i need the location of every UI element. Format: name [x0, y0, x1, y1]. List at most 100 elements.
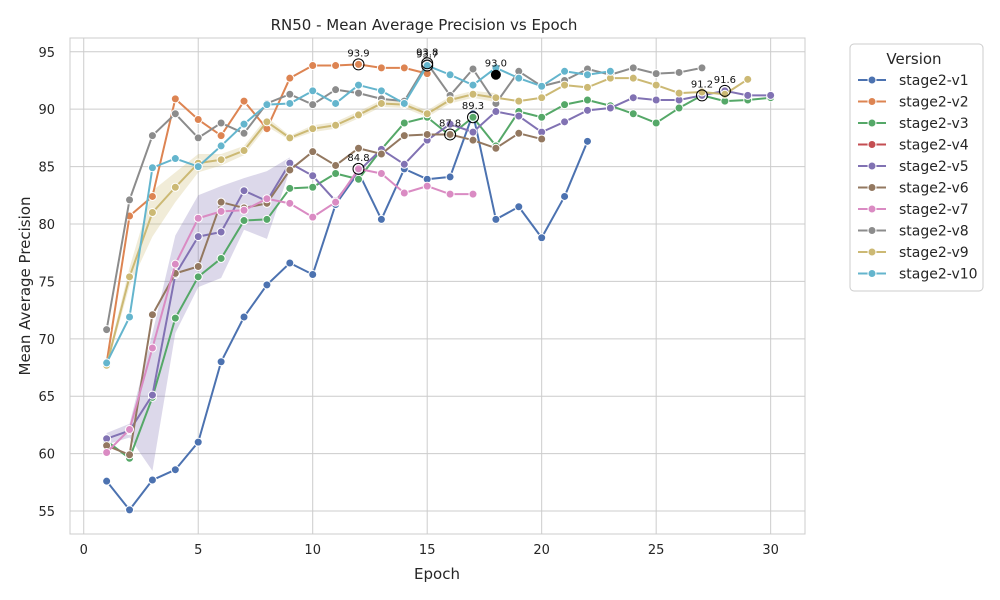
data-point [239, 205, 249, 215]
data-point [193, 162, 203, 172]
legend-box [849, 43, 984, 292]
y-tick-label: 90 [38, 103, 55, 118]
data-point [468, 64, 478, 74]
legend-items: stage2-v1 stage2-v2 stage2-v3 stage2-v4 stag… [858, 73, 978, 283]
data-point [239, 146, 249, 156]
data-point [537, 81, 547, 91]
data-point [560, 80, 570, 90]
x-axis-label: Epoch [414, 565, 460, 583]
best-point-marker [421, 59, 434, 72]
best-point-label: 93.7 [416, 50, 438, 61]
data-point [170, 313, 180, 323]
data-point [331, 61, 341, 71]
data-point [308, 171, 318, 181]
legend-entry-stage2-v8: stage2-v8 [858, 224, 969, 240]
y-tick-label: 85 [38, 161, 55, 176]
series-lines [102, 58, 776, 515]
data-point [239, 186, 249, 196]
x-tick-label: 15 [419, 543, 436, 558]
data-point [102, 325, 112, 335]
x-tick-label: 30 [762, 543, 779, 558]
legend-entry-stage2-v10: stage2-v10 [858, 267, 978, 283]
data-point [399, 98, 409, 108]
data-point [354, 164, 364, 174]
data-point [125, 450, 135, 460]
data-point [331, 168, 341, 178]
data-point [628, 109, 638, 119]
data-point [537, 134, 547, 144]
x-tick-label: 20 [533, 543, 550, 558]
best-point-label: 91.2 [691, 79, 713, 90]
legend-label: stage2-v6 [899, 181, 969, 197]
series-stage2-v1 [102, 109, 592, 515]
y-tick-label: 75 [38, 275, 55, 290]
data-point [239, 96, 249, 106]
legend-entry-stage2-v2: stage2-v2 [858, 95, 969, 111]
data-point [216, 141, 226, 151]
data-point [560, 117, 570, 127]
x-tick-label: 10 [304, 543, 321, 558]
data-point [308, 270, 318, 280]
data-point [285, 133, 295, 143]
data-point [102, 476, 112, 486]
legend-swatch-marker [867, 269, 877, 278]
data-point [743, 90, 753, 100]
tick-labels: 0 5 10 15 20 25 30 55 60 65 70 75 80 85 90 95 [38, 46, 778, 558]
data-point [193, 232, 203, 242]
data-point [399, 131, 409, 141]
y-tick-label: 80 [38, 218, 55, 233]
data-point [399, 63, 409, 73]
data-point [331, 85, 341, 95]
legend-label: stage2-v5 [899, 159, 969, 175]
data-point [308, 86, 318, 96]
data-point [285, 183, 295, 193]
legend-entry-stage2-v4: stage2-v4 [858, 138, 969, 154]
data-point [193, 261, 203, 271]
data-point [628, 93, 638, 103]
data-point [354, 110, 364, 120]
data-point [376, 168, 386, 178]
data-point [170, 154, 180, 164]
data-point [285, 89, 295, 99]
best-point-marker [490, 69, 501, 80]
data-point [170, 94, 180, 104]
data-point [147, 390, 157, 400]
best-point-marker [695, 89, 708, 102]
data-point [399, 159, 409, 169]
data-point [285, 165, 295, 175]
data-point [376, 98, 386, 108]
legend-label: stage2-v9 [899, 245, 969, 261]
legend-title: Version [886, 50, 941, 68]
data-point [262, 214, 272, 224]
data-point [651, 80, 661, 90]
legend-swatch-marker [867, 75, 877, 85]
data-point [514, 202, 524, 212]
data-point [216, 227, 226, 237]
series-stage2-v6 [102, 128, 547, 460]
best-point-marker [352, 58, 365, 71]
data-point [743, 74, 753, 84]
data-point [537, 93, 547, 103]
chart-title: RN50 - Mean Average Precision vs Epoch [271, 16, 578, 34]
data-point [125, 505, 135, 515]
data-point [399, 118, 409, 128]
y-tick-label: 95 [38, 46, 55, 61]
data-point [331, 98, 341, 108]
data-point [285, 73, 295, 83]
data-point [468, 189, 478, 199]
data-point [354, 88, 364, 98]
data-point [102, 447, 112, 457]
legend-swatch-marker [867, 140, 877, 149]
legend: Version stage2-v1stage2-v2stage2-v3stage… [849, 43, 984, 292]
series-line-stage2-v1 [105, 112, 589, 511]
legend-swatch-marker [867, 118, 877, 128]
data-point [170, 259, 180, 269]
legend-label: stage2-v2 [899, 95, 969, 111]
data-point [308, 182, 318, 192]
data-point [491, 214, 501, 224]
data-point [422, 181, 432, 191]
legend-entry-stage2-v1: stage2-v1 [858, 73, 969, 89]
data-point [674, 67, 684, 77]
data-point [102, 358, 112, 368]
y-tick-label: 55 [38, 505, 55, 520]
